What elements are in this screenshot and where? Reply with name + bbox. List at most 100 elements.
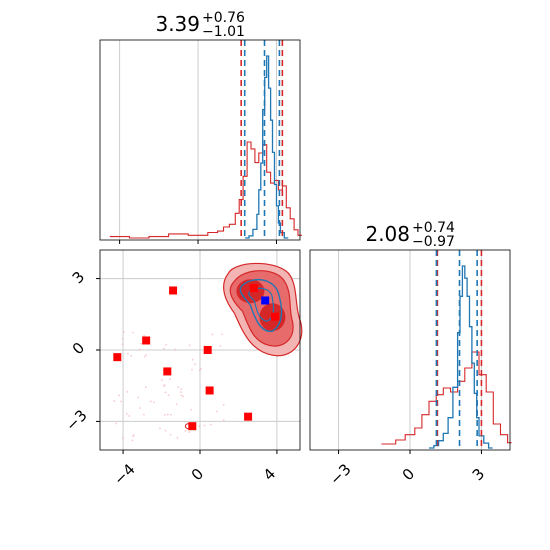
histogram-panel-param1 bbox=[99, 39, 302, 244]
sample-point bbox=[220, 333, 223, 336]
sample-point bbox=[170, 413, 172, 416]
sample-point bbox=[164, 391, 167, 394]
histogram-blue bbox=[429, 265, 493, 449]
sample-point bbox=[191, 368, 193, 371]
sample-point bbox=[115, 422, 118, 425]
sample-point bbox=[121, 343, 124, 346]
blue-marker bbox=[261, 296, 270, 305]
sample-point bbox=[140, 342, 142, 345]
sample-point bbox=[177, 386, 180, 389]
scatter-ytick-label: 0 bbox=[69, 339, 88, 358]
axes-frame bbox=[99, 39, 301, 241]
scatter-ytick-label: 3 bbox=[69, 268, 88, 287]
sample-point bbox=[165, 344, 168, 346]
sample-point bbox=[130, 354, 133, 357]
sample-point bbox=[200, 368, 202, 370]
sample-point bbox=[160, 379, 163, 382]
red-marker bbox=[205, 386, 214, 395]
sample-point bbox=[121, 338, 124, 340]
sample-point bbox=[203, 424, 206, 427]
sample-point bbox=[169, 433, 172, 436]
sample-point bbox=[143, 334, 146, 337]
title-param2: 2.08 +0.74 −0.97 bbox=[365, 220, 455, 250]
sample-point bbox=[159, 427, 161, 430]
sample-point bbox=[132, 435, 134, 438]
sample-point bbox=[121, 437, 124, 440]
sample-point bbox=[211, 333, 214, 336]
sample-point bbox=[180, 388, 183, 391]
contour-blue bbox=[239, 278, 283, 332]
sample-point bbox=[222, 418, 225, 421]
histogram-red bbox=[109, 141, 302, 239]
sample-point bbox=[143, 355, 146, 358]
sample-point bbox=[166, 413, 169, 416]
title-param1-minus: −1.01 bbox=[202, 24, 245, 40]
scatter-ytick-label: −3 bbox=[62, 406, 90, 434]
sample-point bbox=[215, 410, 218, 413]
sample-point bbox=[143, 413, 145, 416]
sample-point bbox=[132, 434, 135, 436]
sample-point bbox=[125, 412, 128, 415]
contour-mid bbox=[229, 270, 294, 347]
sample-point bbox=[118, 394, 120, 397]
sample-point bbox=[182, 395, 184, 398]
sample-point bbox=[188, 344, 191, 347]
sample-point bbox=[188, 431, 191, 433]
contour-blue bbox=[248, 287, 275, 322]
red-marker bbox=[203, 346, 212, 354]
histogram-red bbox=[381, 351, 512, 445]
axes-frame bbox=[99, 249, 301, 451]
sample-point bbox=[128, 415, 131, 417]
sample-point bbox=[198, 369, 201, 372]
sample-point bbox=[184, 430, 187, 432]
sample-point bbox=[191, 358, 194, 361]
sample-point bbox=[131, 439, 134, 442]
histogram-blue bbox=[245, 55, 289, 239]
sample-point bbox=[164, 429, 167, 432]
sample-point bbox=[144, 386, 147, 388]
title-param1: 3.39 +0.76 −1.01 bbox=[155, 10, 245, 40]
hist2-xtick-label: 0 bbox=[399, 465, 418, 484]
scatter-contour-panel bbox=[96, 249, 303, 454]
sample-point bbox=[219, 345, 222, 348]
sample-point bbox=[163, 414, 166, 416]
scatter-xtick-label: −4 bbox=[110, 460, 138, 488]
sample-point bbox=[222, 403, 225, 406]
sample-point bbox=[198, 425, 201, 427]
red-marker bbox=[169, 286, 178, 295]
sample-point bbox=[180, 391, 182, 394]
sample-point bbox=[149, 400, 152, 403]
sample-point bbox=[119, 400, 122, 403]
red-marker bbox=[142, 336, 151, 345]
sample-point bbox=[139, 348, 141, 351]
sample-point bbox=[113, 400, 116, 402]
sample-point bbox=[126, 352, 129, 355]
sample-point bbox=[163, 347, 165, 350]
sample-point bbox=[174, 348, 177, 351]
red-marker bbox=[249, 284, 258, 293]
sample-point bbox=[169, 378, 171, 380]
title-param1-value: 3.39 bbox=[155, 12, 200, 36]
title-param2-plus: +0.74 bbox=[412, 220, 455, 236]
sample-point bbox=[180, 394, 183, 397]
red-marker bbox=[113, 353, 122, 362]
sample-point bbox=[137, 396, 140, 399]
red-marker bbox=[244, 412, 253, 421]
red-marker bbox=[163, 367, 172, 376]
scatter-xtick-label: 0 bbox=[188, 465, 207, 484]
sample-point bbox=[190, 408, 192, 411]
sample-point bbox=[175, 403, 178, 406]
red-marker bbox=[271, 312, 279, 321]
sample-point bbox=[209, 423, 212, 426]
sample-point bbox=[126, 390, 129, 393]
hist2-xtick-label: 3 bbox=[469, 465, 488, 484]
sample-point bbox=[122, 331, 125, 333]
axes-frame bbox=[309, 249, 511, 451]
histogram-panel-param2 bbox=[309, 249, 512, 454]
scatter-xtick-label: 4 bbox=[260, 465, 279, 484]
title-param2-minus: −0.97 bbox=[412, 234, 455, 250]
sample-point bbox=[153, 401, 155, 404]
sample-point bbox=[132, 331, 135, 334]
sample-point bbox=[176, 436, 179, 439]
